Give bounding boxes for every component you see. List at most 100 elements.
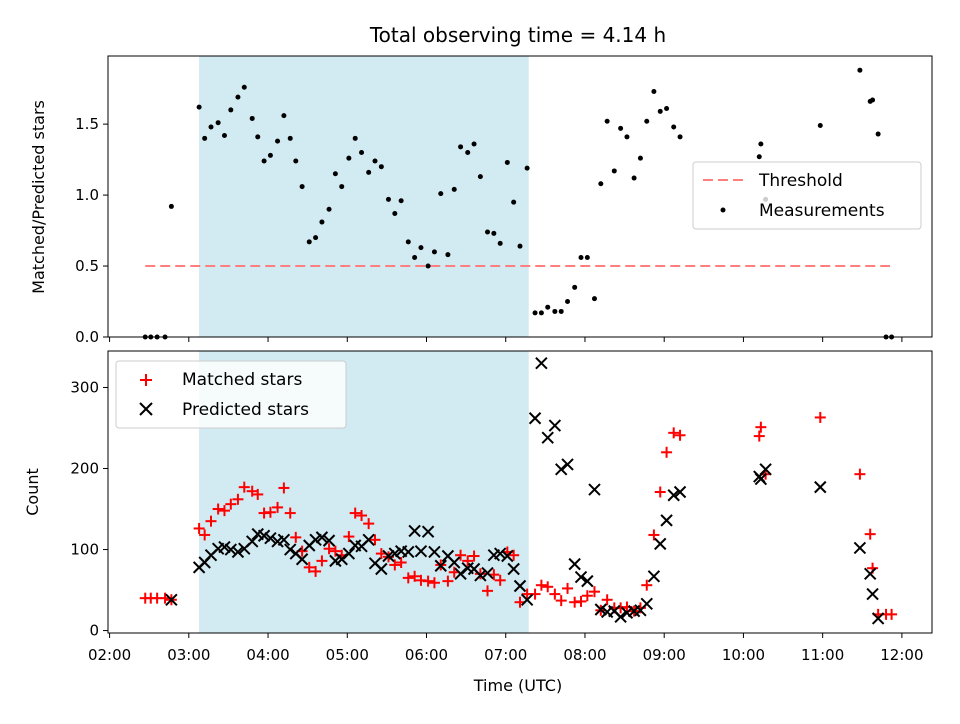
measurement-point-57 (538, 310, 544, 316)
predicted-point-23 (335, 553, 348, 566)
measurement-point-48 (477, 174, 483, 180)
matched-point-49 (482, 585, 494, 597)
measurement-point-80 (758, 141, 764, 147)
matched-point-59 (549, 588, 561, 600)
predicted-point-27 (362, 533, 375, 547)
measurement-point-30 (359, 150, 365, 156)
matched-point-7 (205, 515, 217, 527)
predicted-point-24 (342, 547, 356, 560)
predicted-point-44 (474, 569, 487, 582)
predicted-point-17 (295, 553, 309, 566)
measurement-point-51 (497, 240, 503, 246)
predicted-point-47 (493, 547, 507, 560)
matched-point-8 (212, 503, 224, 515)
matched-point-40 (422, 575, 434, 587)
predicted-point-45 (481, 566, 494, 580)
measurement-point-22 (306, 239, 312, 245)
measurement-points (142, 67, 895, 340)
predicted-point-69 (640, 597, 653, 611)
x-tick-label-9: 11:00 (801, 646, 844, 664)
predicted-point-5 (218, 540, 231, 554)
matched-point-30 (356, 510, 368, 521)
measurement-point-42 (438, 191, 444, 197)
measurement-point-13 (249, 115, 255, 121)
matched-point-80 (755, 421, 767, 433)
predicted-point-60 (581, 574, 594, 588)
predicted-point-80 (863, 567, 877, 581)
measurement-point-34 (385, 196, 391, 202)
count-legend-box (115, 360, 347, 429)
matched-point-19 (284, 507, 296, 519)
matched-point-5 (193, 522, 205, 534)
count-y-tick-label-2: 200 (70, 460, 99, 478)
predicted-point-53 (535, 356, 548, 370)
matched-point-38 (409, 570, 421, 582)
x-tick-label-6: 08:00 (563, 646, 606, 664)
measurement-point-73 (644, 118, 650, 124)
predicted-point-14 (277, 533, 291, 547)
measurement-point-50 (491, 230, 497, 236)
count-y-ticks: 0 100 200 300 (70, 378, 108, 640)
x-tick-label-8: 10:00 (722, 646, 765, 664)
measurement-point-60 (558, 308, 564, 314)
predicted-point-52 (528, 412, 542, 425)
x-tick-label-4: 06:00 (405, 646, 448, 664)
matched-point-12 (238, 481, 250, 493)
matched-point-29 (349, 507, 361, 519)
ratio-y-ticks: 0.0 0.5 1.0 1.5 (75, 115, 108, 346)
predicted-point-61 (588, 483, 601, 496)
predicted-point-82 (871, 612, 885, 625)
legend-predicted-label: Predicted stars (182, 400, 309, 420)
matched-point-75 (654, 486, 666, 498)
ratio-y-tick-label-2: 1.0 (75, 186, 99, 204)
measurement-point-71 (631, 175, 637, 181)
measurement-point-19 (287, 135, 293, 141)
predicted-point-49 (507, 562, 520, 576)
predicted-point-29 (375, 562, 388, 576)
predicted-point-74 (673, 485, 687, 499)
measurement-point-40 (425, 263, 431, 269)
matched-point-64 (581, 590, 593, 602)
measurement-point-79 (756, 154, 762, 160)
legend-measurements-swatch (720, 207, 726, 213)
measurement-point-28 (346, 155, 352, 161)
observing-window-top (199, 56, 529, 337)
predicted-point-38 (434, 559, 447, 572)
measurement-point-5 (196, 104, 202, 110)
x-tick-label-2: 04:00 (246, 646, 289, 664)
matched-point-74 (648, 529, 660, 541)
predicted-point-56 (554, 463, 568, 476)
x-axis-label: Time (UTC) (473, 676, 562, 695)
measurement-point-27 (339, 184, 345, 190)
ratio-x-ticks (109, 337, 903, 342)
predicted-point-62 (594, 603, 608, 616)
count-legend: Matched stars Predicted stars (115, 360, 347, 429)
matched-point-22 (303, 561, 315, 573)
measurement-point-67 (604, 118, 610, 124)
predicted-point-51 (520, 593, 534, 606)
predicted-point-73 (667, 489, 680, 502)
measurement-point-44 (451, 186, 457, 192)
count-y-axis-label: Count (23, 468, 42, 516)
measurement-point-83 (857, 67, 863, 73)
ratio-legend-box (692, 161, 922, 230)
count-y-tick-label-0: 0 (89, 622, 99, 640)
measurement-point-35 (392, 211, 398, 217)
predicted-point-0 (165, 593, 178, 606)
predicted-point-15 (284, 543, 297, 556)
measurement-point-61 (565, 299, 571, 305)
measurement-point-31 (366, 169, 372, 175)
matched-point-78 (674, 429, 686, 441)
measurement-point-6 (202, 135, 208, 141)
legend-matched-label: Matched stars (182, 370, 302, 390)
matched-point-37 (402, 572, 414, 584)
ratio-panel-frame (107, 55, 933, 338)
legend-predicted-swatch (139, 402, 153, 416)
predicted-point-34 (408, 524, 421, 538)
x-tick-label-0: 02:00 (88, 646, 131, 664)
measurement-point-75 (657, 108, 663, 114)
predicted-point-31 (388, 547, 402, 560)
count-x-ticks: 02:00 03:00 04:00 05:00 06:00 07:00 08:00 09:00… (88, 633, 924, 664)
measurement-point-32 (372, 158, 378, 164)
matched-point-73 (641, 579, 653, 591)
